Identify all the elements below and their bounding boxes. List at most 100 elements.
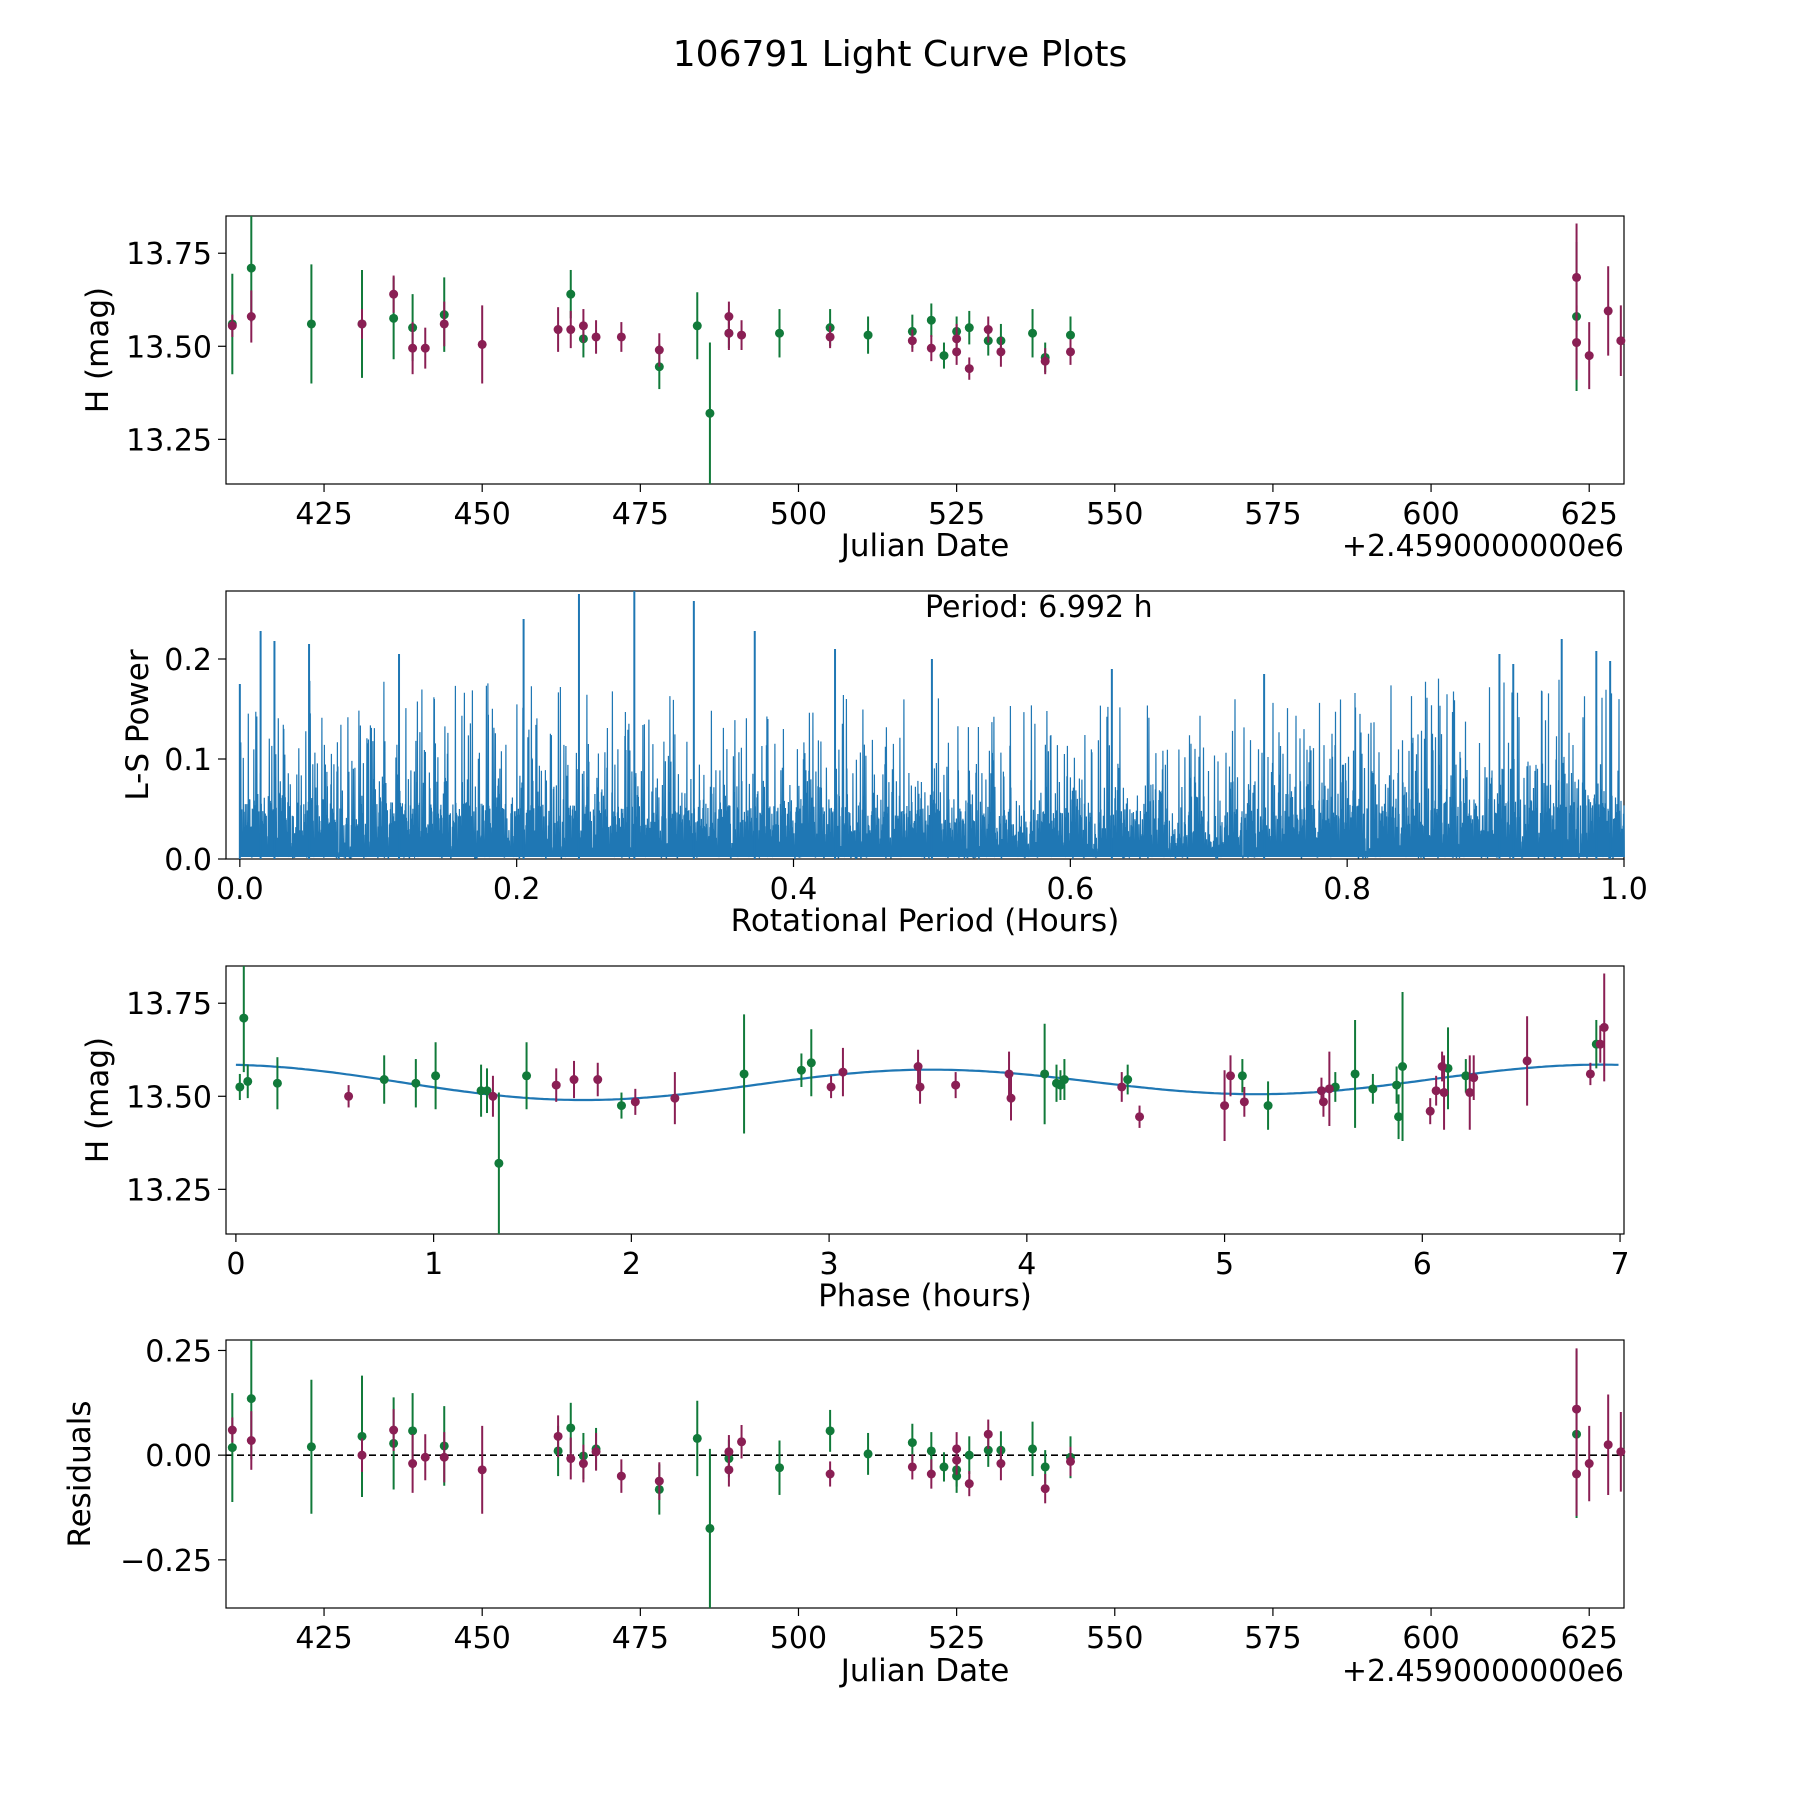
phased-point-green [1398,1062,1408,1071]
residuals-x-tick-label: 575 [1244,1621,1301,1656]
lightcurve-point-maroon [825,332,835,342]
residuals-point-green [1040,1462,1050,1472]
lightcurve-point-green [964,323,974,333]
phased-point-green [522,1071,532,1081]
phased-x-tick-label: 0 [226,1247,245,1282]
residuals-x-tick-label: 550 [1086,1621,1143,1656]
lightcurve-point-maroon [654,345,664,355]
residuals-point-green [306,1442,316,1452]
phased-point-green [1237,1071,1247,1081]
residuals-point-green [825,1426,835,1436]
lightcurve-marks [227,216,1626,484]
lightcurve-point-maroon [616,332,626,342]
periodogram-y-axis-label: L-S Power [120,649,156,800]
phased-point-maroon [1316,1086,1326,1096]
lightcurve-point-maroon [227,321,237,331]
residuals-point-maroon [1065,1456,1075,1466]
residuals-point-maroon [246,1436,256,1445]
periodogram-x-tick-label: 0.0 [216,872,264,907]
phased-point-green [796,1065,806,1075]
lightcurve-point-maroon [553,325,563,335]
lightcurve-point-maroon [477,339,487,349]
residuals-point-green [939,1462,949,1472]
phased-point-maroon [670,1093,680,1103]
residuals-point-maroon [1572,1469,1582,1479]
periodogram-marks [238,591,1625,861]
lightcurve-point-maroon [566,325,576,335]
residuals-ticks: 425 450 475 500 525 550 575 600 625 −0.25 0.00 0.25 [120,1334,1618,1656]
residuals-point-green [705,1523,715,1533]
residuals-panel: 425 450 475 500 525 550 575 600 625 −0.25 0.00 0.25… [62,1334,1626,1689]
lightcurve-point-maroon [1603,306,1613,316]
residuals-point-maroon [737,1437,747,1447]
phased-x-tick-label: 7 [1610,1247,1629,1282]
residuals-y-tick-label: 0.25 [145,1334,212,1369]
phased-point-maroon [838,1067,848,1077]
residuals-point-maroon [1584,1459,1594,1469]
residuals-x-offset-label: +2.4590000000e6 [1342,1654,1624,1689]
phased-x-tick-label: 4 [1017,1247,1036,1282]
phased-point-maroon [1595,1039,1605,1049]
residuals-axes-frame [225,1339,1625,1609]
phased-x-axis-label: Phase (hours) [818,1278,1032,1314]
residuals-point-maroon [439,1452,449,1462]
residuals-point-green [964,1450,974,1460]
lightcurve-point-maroon [1584,351,1594,361]
phased-point-maroon [1226,1071,1236,1081]
phased-point-green [243,1076,253,1086]
residuals-point-green [775,1463,785,1473]
residuals-point-maroon [964,1479,974,1489]
lightcurve-point-green [863,330,873,340]
residuals-point-maroon [591,1447,601,1457]
lightcurve-point-green [926,315,936,325]
lightcurve-x-tick-label: 425 [295,497,352,532]
phased-point-green [1040,1069,1050,1079]
residuals-point-maroon [654,1476,664,1486]
phased-x-tick-label: 3 [820,1247,839,1282]
phased-y-tick-label: 13.25 [126,1173,212,1208]
phased-point-maroon [344,1091,354,1101]
phased-point-maroon [1431,1086,1441,1096]
phased-point-green [1392,1080,1402,1090]
residuals-point-maroon [578,1459,588,1469]
periodogram-ticks: 0.0 0.2 0.4 0.6 0.8 1.0 0.0 0.1 0.2 [164,643,1648,907]
residuals-point-green [566,1423,576,1433]
phased-y-axis-label: H (mag) [80,1037,116,1163]
periodogram-x-tick-label: 0.8 [1323,872,1371,907]
phased-x-tick-label: 5 [1215,1247,1234,1282]
residuals-x-tick-label: 500 [770,1621,827,1656]
lightcurve-point-maroon [907,336,917,346]
lightcurve-point-maroon [408,343,418,353]
lightcurve-x-tick-label: 550 [1086,497,1143,532]
residuals-point-maroon [1616,1447,1626,1457]
phased-point-green [1123,1075,1133,1085]
residuals-point-maroon [952,1455,962,1465]
lightcurve-x-tick-label: 575 [1244,497,1301,532]
residuals-point-maroon [825,1469,835,1479]
periodogram-x-tick-label: 0.4 [770,872,818,907]
phased-ticks: 0 1 2 3 4 5 6 7 13.25 13.50 13.75 [126,987,1629,1282]
phased-point-maroon [1004,1069,1014,1079]
lightcurve-x-axis-label: Julian Date [839,528,1010,564]
phased-point-maroon [1469,1073,1479,1083]
residuals-x-tick-label: 600 [1402,1621,1459,1656]
phased-point-maroon [630,1097,640,1107]
residuals-point-maroon [389,1425,399,1435]
phased-point-maroon [1437,1062,1447,1071]
residuals-point-maroon [926,1469,936,1479]
periodogram-x-tick-label: 0.2 [493,872,541,907]
lightcurve-point-maroon [357,319,367,329]
lightcurve-point-green [389,313,399,323]
periodogram-y-tick-label: 0.1 [164,743,212,778]
lightcurve-point-maroon [246,312,256,321]
period-annotation: Period: 6.992 h [925,590,1153,625]
residuals-y-tick-label: −0.25 [120,1544,212,1579]
lightcurve-x-offset-label: +2.4590000000e6 [1342,529,1624,564]
lightcurve-point-maroon [1065,347,1075,357]
residuals-point-maroon [477,1465,487,1475]
periodogram-axes-frame [225,590,1625,860]
lightcurve-point-green [705,408,715,418]
phased-point-green [431,1071,441,1081]
phased-point-maroon [1324,1084,1334,1094]
